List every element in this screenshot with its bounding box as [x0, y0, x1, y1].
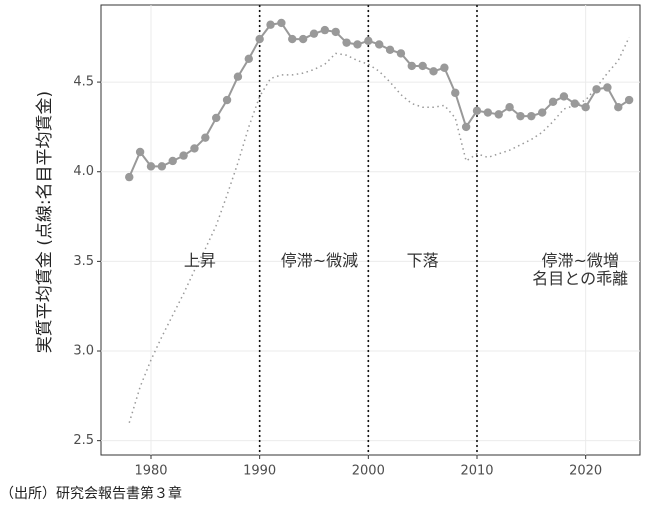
- x-tick-label: 1990: [243, 464, 276, 479]
- data-point: [331, 27, 340, 37]
- data-point: [418, 61, 427, 71]
- data-point: [570, 99, 579, 108]
- data-point: [179, 151, 188, 160]
- data-point: [233, 72, 243, 81]
- data-point: [364, 36, 373, 46]
- data-point: [342, 38, 351, 47]
- data-point: [266, 20, 275, 29]
- data-point: [603, 83, 612, 92]
- data-point: [461, 122, 471, 132]
- annotation: 停滞~微増: [542, 251, 619, 270]
- data-point: [396, 49, 406, 58]
- data-point: [624, 95, 634, 105]
- annotation: 停滞~微減: [281, 251, 358, 270]
- data-point: [614, 102, 623, 112]
- x-tick-label: 2010: [460, 464, 493, 479]
- data-point: [222, 95, 232, 105]
- y-tick-label: 2.5: [73, 433, 94, 448]
- y-tick-label: 4.5: [73, 75, 94, 90]
- data-point: [298, 34, 308, 44]
- data-point: [451, 88, 460, 98]
- data-point: [527, 111, 536, 121]
- data-point: [135, 147, 145, 157]
- data-point: [440, 63, 449, 72]
- y-tick-label: 4.0: [73, 164, 94, 179]
- y-axis-label: 実質平均賃金 (点線:名目平均賃金): [35, 91, 55, 353]
- data-point: [201, 133, 210, 142]
- data-point: [190, 144, 199, 153]
- data-point: [320, 25, 330, 35]
- data-point: [309, 29, 319, 38]
- y-tick-label: 3.0: [73, 344, 94, 359]
- data-point: [472, 106, 482, 115]
- caption: （出所）研究会報告書第３章: [0, 485, 182, 502]
- annotation: 名目との乖離: [532, 269, 628, 288]
- annotation: 上昇: [184, 251, 216, 270]
- data-point: [559, 92, 569, 101]
- data-point: [429, 67, 438, 76]
- data-point: [211, 113, 221, 123]
- panel: [100, 4, 641, 456]
- data-point: [494, 110, 503, 119]
- data-point: [255, 34, 264, 44]
- data-point: [537, 108, 547, 117]
- data-point: [157, 162, 167, 171]
- x-tick-label: 2000: [352, 464, 385, 479]
- annotation: 下落: [407, 251, 439, 270]
- data-point: [168, 156, 177, 166]
- data-point: [592, 85, 601, 94]
- data-point: [125, 172, 134, 182]
- data-point: [483, 108, 493, 117]
- data-point: [288, 34, 297, 44]
- data-point: [407, 61, 416, 71]
- data-point: [146, 162, 156, 171]
- data-point: [385, 45, 395, 55]
- data-point: [516, 111, 525, 121]
- x-tick-label: 1980: [134, 464, 167, 479]
- y-tick-label: 3.5: [73, 254, 94, 269]
- data-point: [505, 102, 514, 112]
- data-point: [374, 40, 384, 49]
- x-tick-label: 2020: [569, 464, 602, 479]
- data-point: [353, 40, 362, 49]
- data-point: [581, 102, 590, 112]
- data-point: [244, 54, 253, 63]
- data-point: [548, 97, 558, 107]
- data-point: [277, 18, 286, 28]
